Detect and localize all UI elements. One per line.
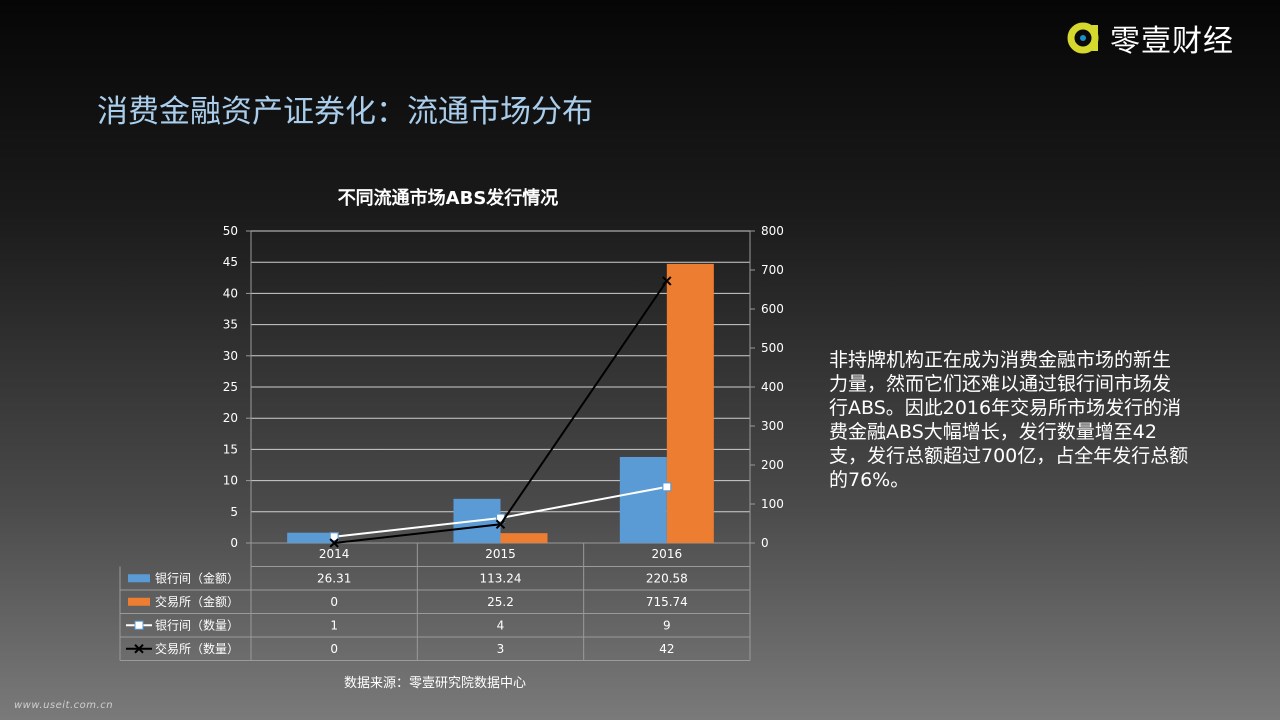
table-cell-value: 25.2 bbox=[487, 595, 514, 609]
left-axis-tick-label: 45 bbox=[223, 255, 238, 269]
x-axis-category-label: 2016 bbox=[652, 547, 683, 561]
bar-exchange-amount-2015 bbox=[500, 533, 548, 543]
right-axis-tick-label: 600 bbox=[761, 302, 784, 316]
left-axis-tick-label: 25 bbox=[223, 380, 238, 394]
left-axis-tick-label: 50 bbox=[223, 224, 238, 238]
legend-key-marker-3 bbox=[134, 644, 144, 654]
table-cell-value: 1 bbox=[330, 618, 338, 632]
right-axis-tick-label: 500 bbox=[761, 341, 784, 355]
table-cell-value: 26.31 bbox=[317, 571, 351, 585]
right-axis-tick-label: 100 bbox=[761, 497, 784, 511]
description-text: 非持牌机构正在成为消费金融市场的新生力量，然而它们还难以通过银行间市场发行ABS… bbox=[829, 349, 1189, 491]
right-axis-tick-label: 400 bbox=[761, 380, 784, 394]
left-axis-tick-label: 10 bbox=[223, 474, 238, 488]
point-interbank-count-2014 bbox=[329, 532, 339, 542]
brand-logo-icon bbox=[1067, 22, 1099, 54]
legend-series-name: 银行间（金额） bbox=[155, 570, 239, 585]
left-axis-tick-label: 20 bbox=[223, 411, 238, 425]
table-cell-value: 715.74 bbox=[646, 595, 688, 609]
bar-exchange-amount-2016 bbox=[666, 263, 714, 543]
point-exchange-count-2015 bbox=[495, 519, 506, 529]
left-axis-tick-label: 0 bbox=[230, 536, 238, 550]
left-axis-tick-label: 5 bbox=[230, 505, 238, 519]
right-axis-tick-label: 800 bbox=[761, 224, 784, 238]
left-axis-tick-label: 40 bbox=[223, 286, 238, 300]
table-cell-value: 220.58 bbox=[646, 571, 688, 585]
table-cell-value: 42 bbox=[659, 642, 674, 656]
legend-series-name: 银行间（数量） bbox=[155, 617, 239, 632]
brand-logo-text: 零壹财经 bbox=[1110, 24, 1234, 59]
table-cell-value: 113.24 bbox=[480, 571, 522, 585]
chart-title: 不同流通市场ABS发行情况 bbox=[337, 188, 559, 209]
legend-key-marker-2 bbox=[134, 620, 144, 630]
legend-series-name: 交易所（金额） bbox=[155, 594, 239, 609]
bar-interbank-amount-2016 bbox=[619, 456, 667, 543]
table-cell-value: 9 bbox=[663, 618, 671, 632]
page-title: 消费金融资产证券化：流通市场分布 bbox=[97, 94, 593, 130]
point-interbank-count-2016 bbox=[662, 482, 672, 492]
table-cell-value: 3 bbox=[497, 642, 505, 656]
legend-key-0 bbox=[128, 574, 150, 583]
watermark: www.useit.com.cn bbox=[14, 700, 114, 711]
right-axis-tick-label: 200 bbox=[761, 458, 784, 472]
right-axis-tick-label: 700 bbox=[761, 263, 784, 277]
brand-logo: 零壹财经 bbox=[1066, 20, 1234, 59]
table-cell-value: 0 bbox=[330, 595, 338, 609]
point-exchange-count-2016 bbox=[662, 276, 672, 286]
data-source-note: 数据来源：零壹研究院数据中心 bbox=[343, 676, 526, 691]
legend-series-name: 交易所（数量） bbox=[155, 641, 239, 656]
x-axis-category-label: 2014 bbox=[319, 547, 350, 561]
left-axis-tick-label: 15 bbox=[223, 442, 238, 456]
left-axis-tick-label: 30 bbox=[223, 349, 238, 363]
point-exchange-count-2014 bbox=[329, 538, 339, 548]
right-axis-tick-label: 300 bbox=[761, 419, 784, 433]
bar-interbank-amount-2014 bbox=[287, 532, 335, 543]
table-cell-value: 0 bbox=[330, 642, 338, 656]
x-axis-category-label: 2015 bbox=[485, 547, 516, 561]
table-cell-value: 4 bbox=[497, 618, 505, 632]
legend-key-1 bbox=[128, 597, 150, 606]
right-axis-tick-label: 0 bbox=[761, 536, 769, 550]
left-axis-tick-label: 35 bbox=[223, 318, 238, 332]
